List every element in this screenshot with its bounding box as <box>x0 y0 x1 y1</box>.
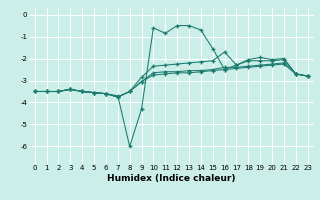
X-axis label: Humidex (Indice chaleur): Humidex (Indice chaleur) <box>107 174 236 183</box>
